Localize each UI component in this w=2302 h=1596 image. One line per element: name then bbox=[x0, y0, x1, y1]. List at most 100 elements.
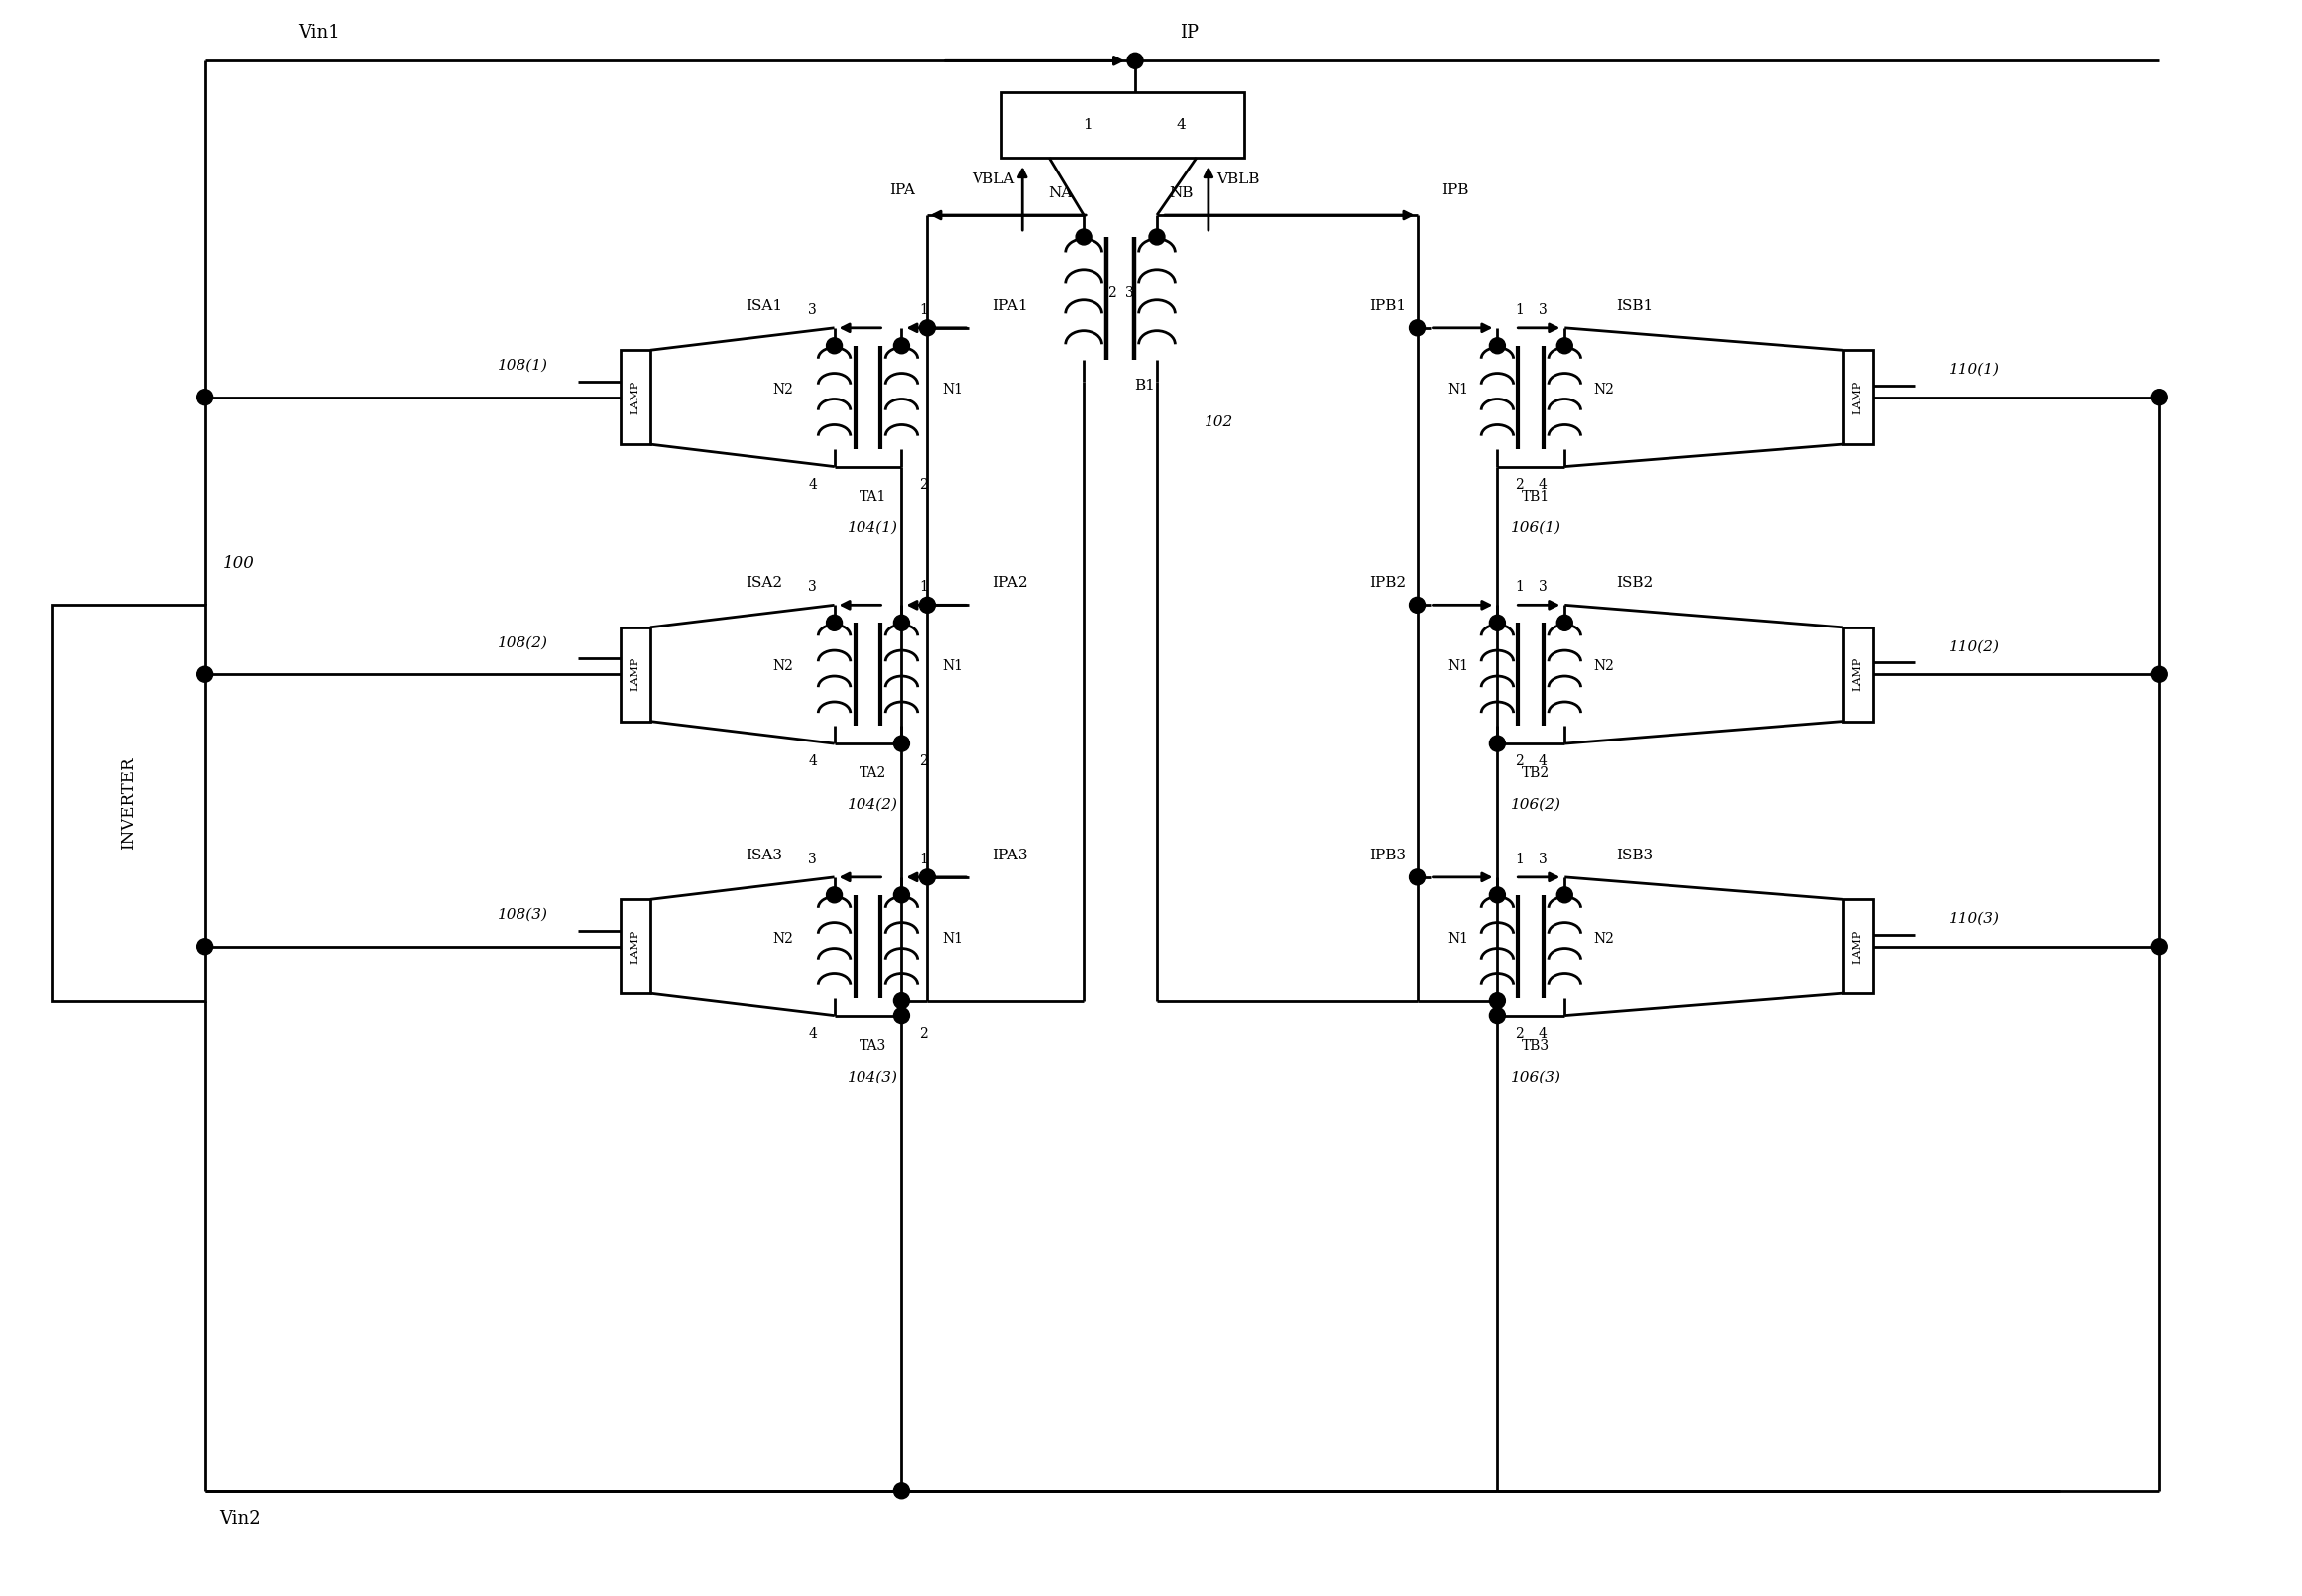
Circle shape bbox=[1489, 338, 1506, 354]
Text: 3: 3 bbox=[808, 581, 817, 594]
Text: 106(1): 106(1) bbox=[1510, 520, 1561, 535]
Circle shape bbox=[1556, 887, 1572, 903]
Circle shape bbox=[2152, 667, 2168, 681]
Bar bbox=[1001, 93, 1243, 158]
Circle shape bbox=[1128, 53, 1144, 69]
Text: 3: 3 bbox=[1126, 286, 1133, 300]
Text: ISA2: ISA2 bbox=[746, 576, 783, 591]
Text: 4: 4 bbox=[1538, 477, 1547, 492]
Text: IPB3: IPB3 bbox=[1370, 849, 1407, 862]
Text: INVERTER: INVERTER bbox=[120, 757, 136, 849]
Circle shape bbox=[1075, 228, 1091, 244]
Bar bbox=[51, 605, 205, 1001]
Text: N1: N1 bbox=[942, 659, 965, 674]
Text: VBLB: VBLB bbox=[1215, 172, 1259, 187]
Text: 3: 3 bbox=[1538, 581, 1547, 594]
Circle shape bbox=[893, 338, 909, 354]
Text: 106(2): 106(2) bbox=[1510, 798, 1561, 812]
Text: 1: 1 bbox=[1515, 852, 1524, 867]
Text: 4: 4 bbox=[808, 755, 817, 768]
Text: TB1: TB1 bbox=[1522, 490, 1549, 503]
Text: IPB2: IPB2 bbox=[1370, 576, 1407, 591]
Text: IPB: IPB bbox=[1441, 184, 1469, 198]
Text: 104(2): 104(2) bbox=[847, 798, 898, 812]
Text: 1: 1 bbox=[1515, 581, 1524, 594]
Text: 110(3): 110(3) bbox=[1950, 911, 1998, 926]
Text: 4: 4 bbox=[1176, 118, 1186, 132]
Circle shape bbox=[893, 614, 909, 630]
Text: ISB2: ISB2 bbox=[1616, 576, 1653, 591]
Text: 1: 1 bbox=[918, 852, 928, 867]
Text: 108(3): 108(3) bbox=[497, 908, 548, 922]
Circle shape bbox=[2152, 938, 2168, 954]
Text: IPA: IPA bbox=[891, 184, 916, 198]
Text: 3: 3 bbox=[808, 303, 817, 318]
Circle shape bbox=[1556, 614, 1572, 630]
Circle shape bbox=[1556, 338, 1572, 354]
Text: 2: 2 bbox=[918, 755, 928, 768]
Text: B1: B1 bbox=[1135, 378, 1156, 393]
Text: LAMP: LAMP bbox=[631, 929, 640, 964]
Circle shape bbox=[893, 993, 909, 1009]
Text: IPA3: IPA3 bbox=[992, 849, 1029, 862]
Text: 4: 4 bbox=[1538, 755, 1547, 768]
Bar bbox=[622, 350, 649, 444]
Circle shape bbox=[918, 870, 935, 886]
Circle shape bbox=[1489, 736, 1506, 752]
Text: 110(2): 110(2) bbox=[1950, 640, 1998, 653]
Circle shape bbox=[1489, 1007, 1506, 1023]
Circle shape bbox=[198, 938, 212, 954]
Circle shape bbox=[1489, 993, 1506, 1009]
Text: NB: NB bbox=[1169, 187, 1192, 200]
Text: LAMP: LAMP bbox=[1853, 380, 1862, 415]
Bar bbox=[1844, 350, 1872, 444]
Text: N2: N2 bbox=[773, 932, 794, 945]
Text: 2: 2 bbox=[1515, 1026, 1524, 1041]
Circle shape bbox=[1149, 228, 1165, 244]
Circle shape bbox=[1489, 887, 1506, 903]
Text: ISB1: ISB1 bbox=[1616, 298, 1653, 313]
Text: N1: N1 bbox=[942, 383, 965, 396]
Text: 3: 3 bbox=[808, 852, 817, 867]
Circle shape bbox=[1409, 870, 1425, 886]
Text: N1: N1 bbox=[1448, 383, 1469, 396]
Text: TB3: TB3 bbox=[1522, 1039, 1549, 1052]
Circle shape bbox=[918, 321, 935, 335]
Circle shape bbox=[826, 887, 843, 903]
Text: 4: 4 bbox=[808, 1026, 817, 1041]
Text: TA2: TA2 bbox=[859, 766, 886, 780]
Text: IP: IP bbox=[1181, 24, 1199, 41]
Circle shape bbox=[2152, 389, 2168, 405]
Circle shape bbox=[918, 597, 935, 613]
Text: 2: 2 bbox=[918, 477, 928, 492]
Circle shape bbox=[198, 667, 212, 681]
Circle shape bbox=[198, 389, 212, 405]
Text: N2: N2 bbox=[1593, 383, 1614, 396]
Text: 2: 2 bbox=[1515, 755, 1524, 768]
Text: VBLA: VBLA bbox=[971, 172, 1015, 187]
Text: IPA2: IPA2 bbox=[992, 576, 1029, 591]
Text: 100: 100 bbox=[223, 555, 253, 571]
Text: N2: N2 bbox=[773, 659, 794, 674]
Text: LAMP: LAMP bbox=[631, 658, 640, 691]
Text: 1: 1 bbox=[918, 303, 928, 318]
Text: N2: N2 bbox=[1593, 932, 1614, 945]
Text: 4: 4 bbox=[1538, 1026, 1547, 1041]
Text: 2: 2 bbox=[1107, 286, 1116, 300]
Text: 104(3): 104(3) bbox=[847, 1071, 898, 1084]
Text: IPB1: IPB1 bbox=[1370, 298, 1407, 313]
Text: 1: 1 bbox=[1082, 118, 1091, 132]
Circle shape bbox=[893, 1483, 909, 1499]
Bar bbox=[622, 900, 649, 993]
Bar bbox=[622, 627, 649, 721]
Text: TA1: TA1 bbox=[859, 490, 886, 503]
Text: IPA1: IPA1 bbox=[992, 298, 1029, 313]
Text: 2: 2 bbox=[1515, 477, 1524, 492]
Text: LAMP: LAMP bbox=[631, 380, 640, 415]
Text: 108(2): 108(2) bbox=[497, 635, 548, 650]
Text: N1: N1 bbox=[1448, 659, 1469, 674]
Text: 2: 2 bbox=[918, 1026, 928, 1041]
Circle shape bbox=[893, 887, 909, 903]
Text: N1: N1 bbox=[1448, 932, 1469, 945]
Text: N2: N2 bbox=[1593, 659, 1614, 674]
